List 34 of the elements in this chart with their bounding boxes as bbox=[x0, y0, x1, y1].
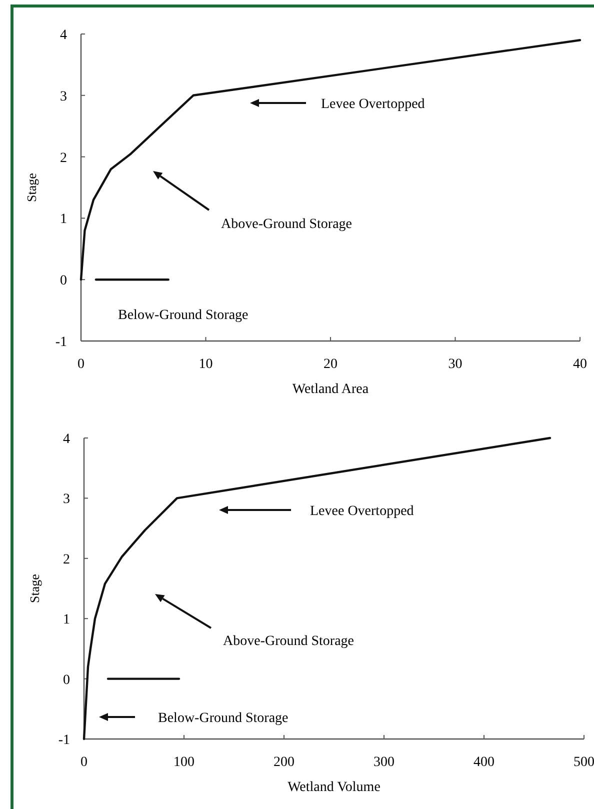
annotation: Above-Ground Storage bbox=[221, 217, 352, 232]
x-axis-title: Wetland Volume bbox=[288, 780, 380, 795]
y-tick-label: 3 bbox=[60, 89, 67, 104]
annotation: Levee Overtopped bbox=[321, 97, 425, 112]
y-tick-label: 4 bbox=[60, 28, 67, 43]
y-tick-label: 0 bbox=[63, 672, 70, 688]
y-tick-label: 1 bbox=[60, 212, 67, 228]
y-tick-label: 2 bbox=[63, 552, 70, 568]
annotation: Above-Ground Storage bbox=[223, 634, 354, 649]
x-axis-title: Wetland Area bbox=[292, 382, 370, 397]
x-tick-label: 500 bbox=[574, 755, 594, 770]
y-tick-label: 3 bbox=[63, 492, 70, 508]
annotation: Levee Overtopped bbox=[310, 504, 414, 519]
x-tick-label: 30 bbox=[448, 357, 462, 372]
y-tick-label: -1 bbox=[58, 733, 70, 748]
annotation: Below-Ground Storage bbox=[158, 711, 288, 726]
y-tick-label: 0 bbox=[60, 274, 67, 289]
x-tick-label: 200 bbox=[274, 755, 294, 770]
y-tick-label: 1 bbox=[63, 612, 70, 628]
y-axis-title: Stage bbox=[27, 574, 42, 603]
annotation: Below-Ground Storage bbox=[118, 308, 248, 323]
x-tick-label: 20 bbox=[324, 357, 338, 372]
y-axis-title: Stage bbox=[24, 172, 39, 202]
x-tick-label: 0 bbox=[78, 357, 84, 372]
y-tick-label: -1 bbox=[55, 335, 67, 350]
y-tick-label: 2 bbox=[60, 150, 67, 166]
x-tick-label: 100 bbox=[174, 755, 194, 770]
x-tick-label: 0 bbox=[80, 755, 88, 770]
line-series bbox=[80, 39, 582, 281]
x-tick-label: 300 bbox=[374, 755, 394, 770]
x-tick-label: 10 bbox=[198, 357, 213, 372]
x-tick-label: 40 bbox=[573, 357, 587, 372]
y-tick-label: 4 bbox=[63, 432, 70, 447]
x-tick-label: 400 bbox=[474, 755, 494, 770]
